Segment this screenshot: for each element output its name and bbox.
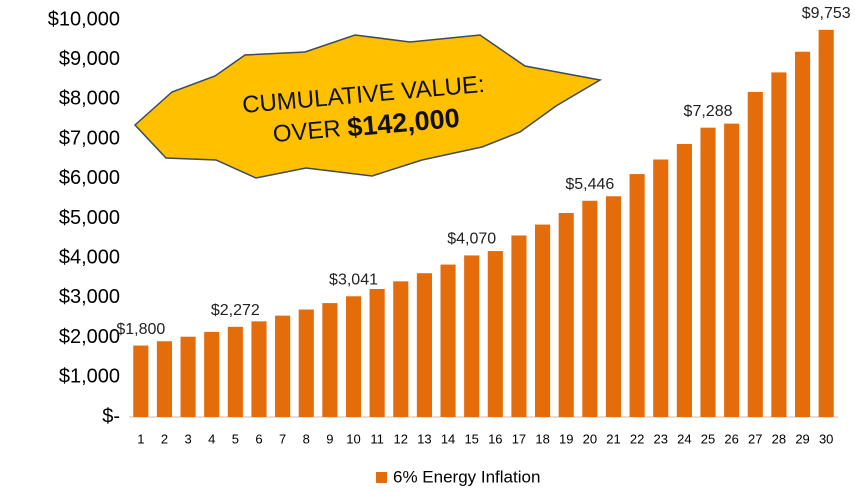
- bar: [393, 281, 409, 417]
- x-tick-label: 24: [677, 431, 691, 446]
- data-label: $7,288: [684, 103, 733, 120]
- data-label: $3,041: [329, 271, 378, 288]
- x-tick-label: 5: [232, 431, 239, 446]
- callout: CUMULATIVE VALUE: OVER $142,000: [133, 34, 603, 179]
- x-tick-label: 2: [161, 431, 168, 446]
- x-tick-label: 12: [394, 431, 408, 446]
- bar: [251, 321, 267, 417]
- bar: [605, 196, 622, 417]
- x-tick-label: 3: [184, 431, 191, 446]
- y-tick-label: $7,000: [59, 127, 120, 149]
- bar: [653, 159, 669, 417]
- y-tick-label: $6,000: [59, 167, 120, 189]
- bar: [558, 213, 574, 417]
- legend-label: 6% Energy Inflation: [393, 467, 540, 486]
- x-tick-label: 18: [535, 431, 549, 446]
- plot: $- $1,000 $2,000 $3,000 $4,000 $5,000 $6,000 $7…: [48, 5, 851, 446]
- x-tick-label: 16: [488, 431, 502, 446]
- x-tick-label: 8: [303, 431, 310, 446]
- bar: [440, 264, 456, 417]
- data-label: $1,800: [116, 321, 165, 338]
- x-tick-label: 22: [630, 431, 644, 446]
- x-tick-label: 21: [606, 431, 620, 446]
- x-tick-label: 4: [208, 431, 215, 446]
- bar: [747, 91, 763, 417]
- bar: [227, 326, 243, 417]
- x-tick-label: 6: [255, 431, 262, 446]
- bar: [298, 309, 314, 417]
- legend-swatch: [376, 472, 387, 483]
- bar: [771, 72, 787, 418]
- bar: [511, 235, 527, 417]
- bar: [464, 255, 480, 417]
- bar: [700, 127, 716, 418]
- data-label: $5,446: [565, 176, 614, 193]
- bar: [487, 251, 503, 417]
- y-tick-label: $3,000: [59, 286, 120, 308]
- x-tick-label: 19: [559, 431, 573, 446]
- bar: [818, 29, 834, 417]
- x-tick-label: 30: [819, 431, 833, 446]
- x-tick-label: 20: [583, 431, 597, 446]
- bar: [794, 51, 811, 417]
- y-tick-label: $2,000: [59, 326, 120, 348]
- x-tick-label: 29: [795, 431, 809, 446]
- y-tick-label: $9,000: [59, 48, 120, 70]
- bar: [345, 296, 362, 417]
- x-tick-label: 7: [279, 431, 286, 446]
- x-tick-label: 23: [654, 431, 668, 446]
- x-tick-label: 28: [772, 431, 786, 446]
- bar: [275, 315, 291, 417]
- y-tick-label: $1,000: [59, 366, 120, 388]
- bar: [204, 331, 220, 417]
- x-tick-label: 10: [346, 431, 360, 446]
- x-tick-label: 25: [701, 431, 715, 446]
- x-tick-label: 13: [417, 431, 431, 446]
- x-tick-label: 1: [137, 431, 144, 446]
- bar: [180, 336, 196, 417]
- bar: [369, 289, 385, 417]
- starburst: [133, 34, 603, 179]
- x-tick-label: 15: [464, 431, 478, 446]
- x-tick-label: 17: [512, 431, 526, 446]
- bar: [629, 174, 645, 417]
- bar: [676, 144, 692, 417]
- x-tick-label: 14: [441, 431, 455, 446]
- bar: [133, 345, 149, 417]
- x-tick-label: 27: [748, 431, 762, 446]
- bar: [322, 303, 338, 417]
- x-tick-label: 11: [370, 431, 384, 446]
- y-tick-label: $10,000: [48, 8, 120, 30]
- bar: [582, 200, 598, 417]
- x-tick-label: 9: [326, 431, 333, 446]
- bar: [156, 341, 173, 417]
- y-tick-label: $5,000: [59, 207, 120, 229]
- y-tick-label: $4,000: [59, 246, 120, 268]
- data-label: $2,272: [211, 302, 260, 319]
- bar: [535, 224, 551, 417]
- x-tick-label: 26: [724, 431, 738, 446]
- data-label: $9,753: [802, 5, 851, 22]
- data-label: $4,070: [447, 231, 496, 248]
- y-tick-label: $-: [102, 405, 120, 427]
- y-tick-label: $8,000: [59, 88, 120, 110]
- callout-word: OVER: [272, 116, 342, 149]
- bar: [416, 273, 432, 417]
- bar: [724, 123, 740, 417]
